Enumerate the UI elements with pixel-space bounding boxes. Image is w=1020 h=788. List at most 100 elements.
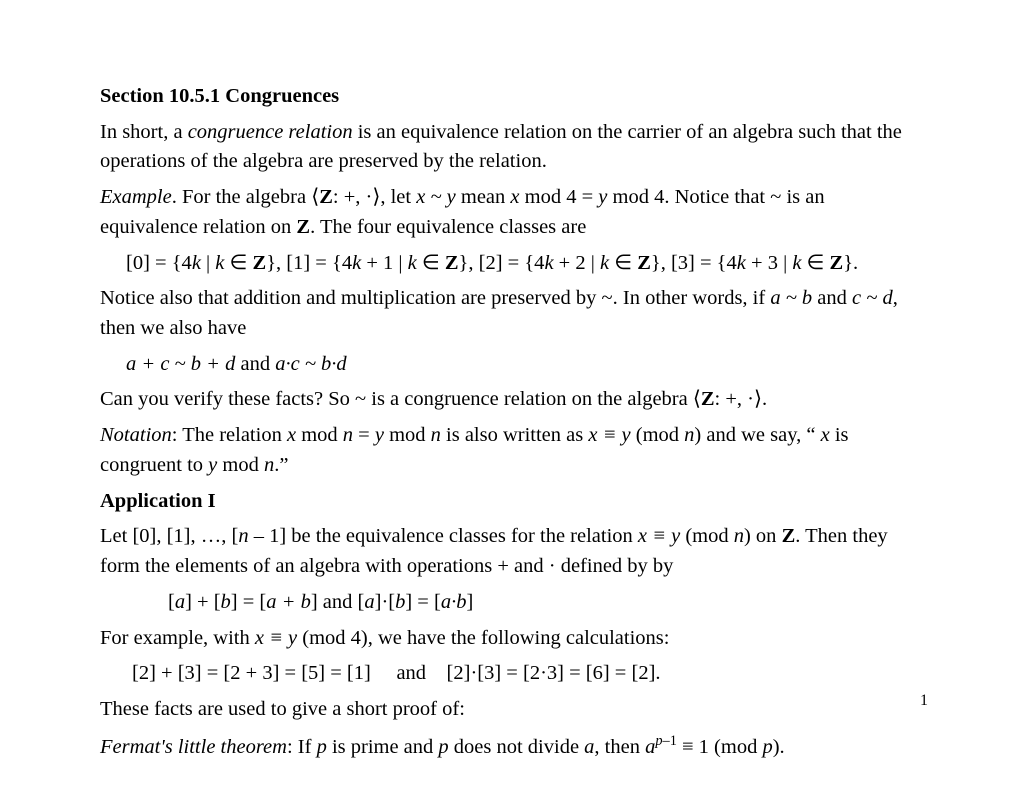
term: congruence relation	[188, 121, 353, 143]
set-z: Z	[296, 216, 310, 238]
text: ∈	[417, 252, 445, 274]
var: y	[208, 454, 217, 476]
text: – 1] be the equivalence classes for the …	[249, 525, 638, 547]
var: x	[821, 424, 830, 446]
text: ] and [	[311, 591, 365, 613]
text: is also written as	[441, 424, 588, 446]
text: and	[812, 287, 852, 309]
intro-paragraph: In short, a congruence relation is an eq…	[100, 118, 920, 177]
text: . For the algebra ⟨	[172, 186, 319, 208]
text: [0] = {4	[126, 252, 192, 274]
text: ) on	[744, 525, 782, 547]
var: a	[364, 591, 374, 613]
text: Let [0], [1], …, [	[100, 525, 238, 547]
var: a	[584, 735, 594, 757]
text: ]	[466, 591, 473, 613]
text: }, [3] = {4	[651, 252, 737, 274]
var: x ≡ y	[638, 525, 685, 547]
var: x ≡ y	[255, 627, 302, 649]
equivalence-classes: [0] = {4k | k ∈ Z}, [1] = {4k + 1 | k ∈ …	[100, 249, 920, 279]
class-operations: [a] + [b] = [a + b] and [a]·[b] = [a·b]	[100, 588, 920, 618]
text: In short, a	[100, 121, 188, 143]
text: + 3 |	[746, 252, 792, 274]
var: k	[600, 252, 609, 274]
text: (mod	[636, 424, 684, 446]
text: + 2 |	[554, 252, 600, 274]
var: x	[510, 186, 519, 208]
text: mod	[296, 424, 343, 446]
var: a·b	[441, 591, 467, 613]
var: n	[343, 424, 353, 446]
text: Notice also that addition and multiplica…	[100, 287, 770, 309]
set-z: Z	[701, 388, 715, 410]
text: Can you verify these facts? So ~ is a co…	[100, 388, 701, 410]
fermat-theorem: Fermat's little theorem: If p is prime a…	[100, 731, 920, 763]
text: .”	[274, 454, 288, 476]
text: }, [2] = {4	[459, 252, 545, 274]
text: =	[353, 424, 375, 446]
notation-paragraph: Notation: The relation x mod n = y mod n…	[100, 421, 920, 480]
set-z: Z	[319, 186, 333, 208]
text: ).	[773, 735, 785, 757]
application-heading: Application I	[100, 487, 920, 517]
preserved-equations: a + c ~ b + d and a·c ~ b·d	[100, 350, 920, 380]
title-text: Section 10.5.1 Congruences	[100, 85, 339, 107]
text: mod 4 =	[520, 186, 599, 208]
var: a	[175, 591, 185, 613]
text: is prime and	[327, 735, 439, 757]
var: k	[352, 252, 361, 274]
text: . The four equivalence classes are	[310, 216, 586, 238]
text: mean	[456, 186, 511, 208]
text: mod	[217, 454, 264, 476]
text: [	[168, 591, 175, 613]
eq: a·c ~ b·d	[275, 353, 346, 375]
text: mod	[384, 424, 431, 446]
text: ] + [	[185, 591, 220, 613]
text: ∈	[224, 252, 252, 274]
application-paragraph: Let [0], [1], …, [n – 1] be the equivale…	[100, 522, 920, 581]
text: }, [1] = {4	[266, 252, 352, 274]
var: n	[238, 525, 248, 547]
text: : +, ·⟩.	[715, 388, 768, 410]
text: does not divide	[449, 735, 585, 757]
set-z: Z	[445, 252, 459, 274]
page-number: 1	[920, 692, 928, 710]
set-z: Z	[637, 252, 651, 274]
text: and	[240, 353, 275, 375]
var: y	[375, 424, 384, 446]
text: : The relation	[172, 424, 287, 446]
var: n	[264, 454, 274, 476]
text: + 1 |	[361, 252, 407, 274]
section-title: Section 10.5.1 Congruences	[100, 82, 920, 112]
var: a	[645, 735, 655, 757]
var: b	[221, 591, 231, 613]
proof-intro: These facts are used to give a short pro…	[100, 695, 920, 725]
text: : If	[287, 735, 317, 757]
var: b	[395, 591, 405, 613]
calculation-line: [2] + [3] = [2 + 3] = [5] = [1] and [2]·…	[100, 659, 920, 689]
text: , then	[594, 735, 645, 757]
var: n	[734, 525, 744, 547]
example-label: Example	[100, 186, 172, 208]
example-paragraph: Example. For the algebra ⟨Z: +, ·⟩, let …	[100, 183, 920, 242]
text: : +, ·⟩, let	[333, 186, 416, 208]
text: ]·[	[375, 591, 395, 613]
var: p	[655, 733, 662, 749]
var: n	[684, 424, 694, 446]
theorem-label: Fermat's little theorem	[100, 735, 287, 757]
var: p	[317, 735, 327, 757]
var: k	[192, 252, 201, 274]
var: x ≡ y	[588, 424, 635, 446]
text: ] = [	[231, 591, 266, 613]
set-z: Z	[830, 252, 844, 274]
var: p	[762, 735, 772, 757]
text: ) and we say, “	[694, 424, 820, 446]
set-z: Z	[253, 252, 267, 274]
verify-paragraph: Can you verify these facts? So ~ is a co…	[100, 385, 920, 415]
text: ≡ 1 (mod	[677, 735, 763, 757]
text: ∈	[801, 252, 829, 274]
set-z: Z	[782, 525, 796, 547]
var: n	[431, 424, 441, 446]
text: |	[201, 252, 215, 274]
text: }.	[843, 252, 858, 274]
